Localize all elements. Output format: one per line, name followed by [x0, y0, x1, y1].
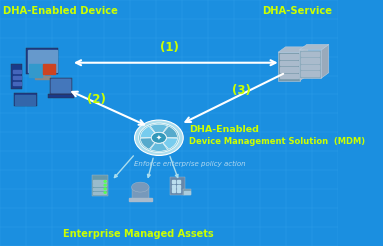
Bar	[26, 48, 58, 74]
Bar	[92, 175, 108, 196]
Polygon shape	[300, 44, 329, 50]
Bar	[13, 93, 37, 106]
Bar	[301, 65, 319, 69]
Bar	[184, 191, 190, 194]
Text: (2): (2)	[87, 93, 106, 106]
Text: (1): (1)	[160, 41, 178, 54]
Bar	[93, 191, 106, 194]
Wedge shape	[150, 143, 168, 151]
Text: DHA-Enabled Device: DHA-Enabled Device	[3, 6, 118, 16]
Text: Enforce enterprise policy action: Enforce enterprise policy action	[134, 161, 245, 167]
Bar	[13, 70, 21, 73]
Bar	[300, 50, 321, 78]
Bar	[183, 189, 192, 195]
Bar	[93, 188, 106, 190]
Text: (3): (3)	[232, 84, 251, 97]
Bar	[29, 64, 42, 77]
Text: Enterprise Managed Assets: Enterprise Managed Assets	[63, 229, 214, 239]
Bar	[28, 50, 57, 73]
Bar	[172, 189, 175, 192]
Bar	[280, 74, 298, 78]
Bar	[131, 187, 149, 199]
Bar	[35, 76, 50, 79]
Text: ✦: ✦	[156, 135, 162, 141]
Bar	[177, 189, 180, 192]
Polygon shape	[278, 47, 308, 52]
Polygon shape	[321, 44, 329, 78]
Circle shape	[139, 123, 179, 153]
Bar	[301, 58, 319, 63]
Bar	[13, 82, 21, 85]
Bar	[172, 180, 175, 183]
Bar	[280, 61, 298, 65]
Bar	[11, 64, 22, 89]
Bar	[177, 180, 180, 183]
Circle shape	[104, 184, 106, 186]
Bar	[51, 79, 70, 92]
Text: Device Management Solution  (MDM): Device Management Solution (MDM)	[189, 137, 365, 146]
Wedge shape	[163, 138, 177, 149]
Bar	[43, 64, 55, 74]
Polygon shape	[300, 47, 308, 80]
Circle shape	[151, 132, 166, 143]
Bar	[48, 94, 74, 98]
Wedge shape	[150, 124, 168, 133]
Circle shape	[104, 181, 106, 182]
Wedge shape	[140, 126, 155, 138]
Bar	[50, 78, 72, 94]
Bar	[278, 52, 300, 80]
Bar	[13, 76, 21, 79]
Bar	[280, 54, 298, 59]
Circle shape	[134, 120, 183, 155]
Bar	[93, 184, 106, 186]
Bar	[15, 95, 36, 105]
Bar	[177, 184, 180, 187]
Wedge shape	[163, 126, 177, 138]
Bar	[280, 67, 298, 72]
Circle shape	[104, 192, 106, 193]
Bar	[93, 181, 106, 183]
Wedge shape	[140, 138, 155, 149]
Bar	[172, 184, 175, 187]
Bar	[301, 71, 319, 76]
Circle shape	[104, 188, 106, 189]
Text: DHA-Enabled: DHA-Enabled	[189, 125, 259, 134]
Bar	[41, 73, 44, 78]
Bar	[129, 198, 152, 201]
Bar	[170, 177, 185, 195]
Ellipse shape	[131, 182, 149, 192]
Text: DHA-Service: DHA-Service	[262, 6, 332, 16]
Bar	[301, 52, 319, 57]
